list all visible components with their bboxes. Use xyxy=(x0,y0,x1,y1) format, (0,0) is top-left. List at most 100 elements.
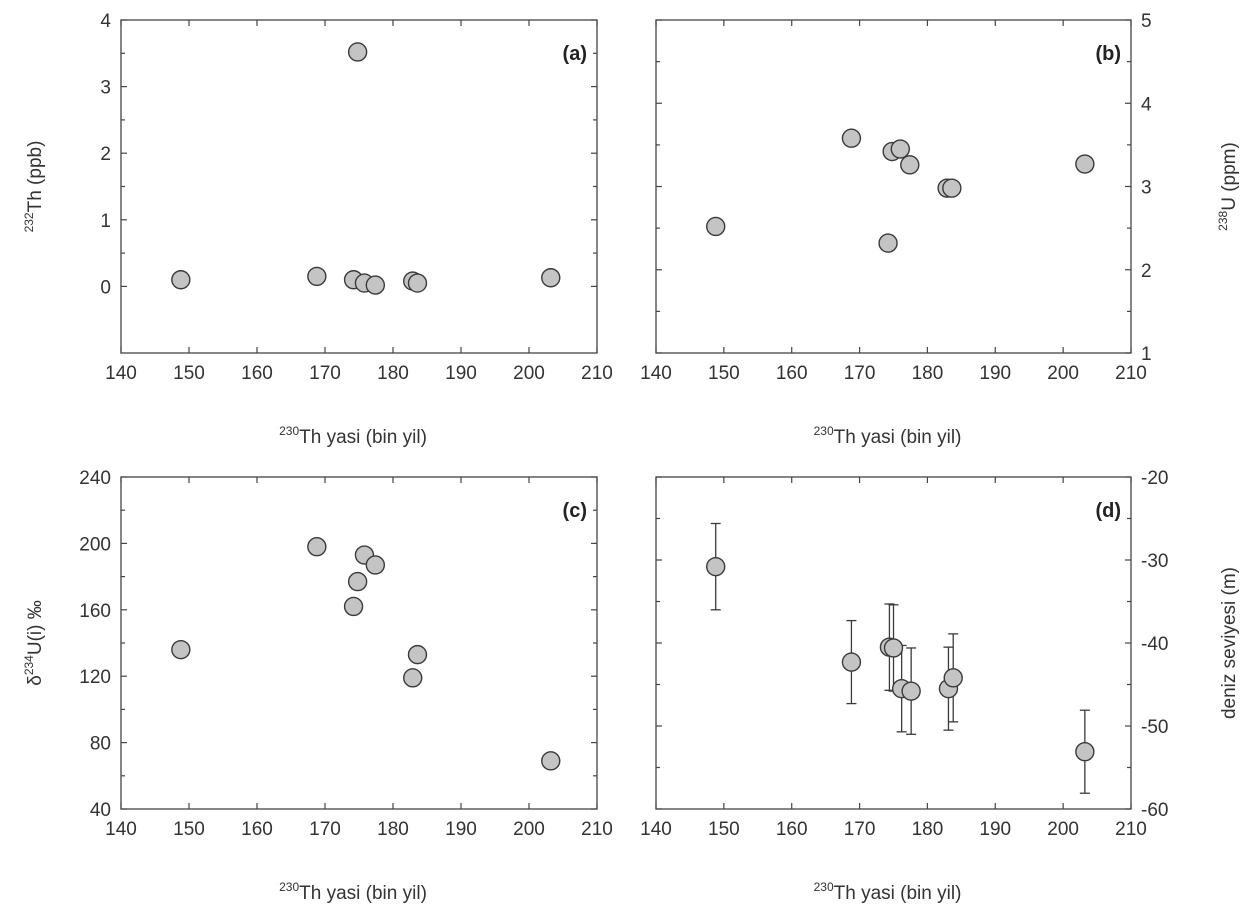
data-point xyxy=(343,596,364,617)
data-point xyxy=(171,270,191,290)
y-axis-label: 238U (ppm) xyxy=(1216,142,1240,231)
data-point xyxy=(883,638,904,658)
x-axis-label-sup: 230 xyxy=(814,880,834,894)
data-point xyxy=(841,652,862,672)
y-tick-label: 80 xyxy=(90,734,111,755)
x-tick-label: 200 xyxy=(1047,363,1079,384)
data-point xyxy=(706,216,726,237)
data-point xyxy=(943,668,963,688)
y-axis-label-sup: 234 xyxy=(22,655,36,675)
x-tick-label: 200 xyxy=(513,363,545,384)
data-point xyxy=(365,275,386,295)
y-tick-label: 1 xyxy=(1141,344,1152,365)
x-tick-label: 190 xyxy=(445,819,477,840)
panel-c: 140 150 160 170 180 190 200 210 40 80 120 160 200 240… xyxy=(22,468,613,904)
x-tick-label: 180 xyxy=(377,819,409,840)
y-tick-label: -60 xyxy=(1141,800,1168,821)
x-axis-label-main: Th yasi (bin yil) xyxy=(299,427,427,448)
x-tick-label: 190 xyxy=(979,819,1011,840)
y-tick-label: 3 xyxy=(100,78,111,99)
y-axis-label: deniz seviyesi (m) xyxy=(1219,567,1240,719)
x-axis-label-sup: 230 xyxy=(814,424,834,438)
x-tick-label: 150 xyxy=(708,363,740,384)
x-axis-label: 230Th yasi (bin yil) xyxy=(279,880,427,904)
x-tick-label: 160 xyxy=(241,363,273,384)
y-axis-label-main: deniz seviyesi (m) xyxy=(1219,567,1240,719)
y-axis-label-pre: δ xyxy=(25,675,46,686)
x-tick-label: 180 xyxy=(377,363,409,384)
x-tick-label: 170 xyxy=(309,819,341,840)
x-tick-label: 160 xyxy=(776,819,808,840)
x-tick-label: 140 xyxy=(640,363,672,384)
x-tick-label: 190 xyxy=(445,363,477,384)
x-tick-label: 160 xyxy=(776,363,808,384)
x-tick-label: 210 xyxy=(581,363,613,384)
y-tick-label: -30 xyxy=(1141,551,1168,572)
y-axis-label-sup: 238 xyxy=(1216,210,1230,230)
data-point xyxy=(841,128,862,148)
data-point xyxy=(171,639,191,660)
x-tick-label: 150 xyxy=(708,819,740,840)
x-tick-label: 200 xyxy=(513,819,545,840)
data-point xyxy=(878,233,898,253)
data-point xyxy=(942,178,962,198)
x-axis-label: 230Th yasi (bin yil) xyxy=(814,880,962,904)
x-tick-label: 140 xyxy=(105,363,137,384)
x-tick-label: 210 xyxy=(1115,363,1147,384)
x-tick-label: 210 xyxy=(1115,819,1147,840)
x-axis-label: 230Th yasi (bin yil) xyxy=(279,424,427,448)
x-tick-label: 180 xyxy=(912,363,944,384)
x-axis-label-main: Th yasi (bin yil) xyxy=(834,883,962,904)
y-tick-label: 120 xyxy=(79,667,111,688)
x-tick-label: 210 xyxy=(581,819,613,840)
panel-label: (c) xyxy=(563,500,587,522)
x-tick-label: 170 xyxy=(844,363,876,384)
y-tick-label: 4 xyxy=(1141,94,1152,115)
x-axis-label-main: Th yasi (bin yil) xyxy=(834,427,962,448)
x-axis-label: 230Th yasi (bin yil) xyxy=(814,424,962,448)
data-point xyxy=(900,155,920,175)
x-tick-label: 150 xyxy=(173,363,205,384)
plot-frame xyxy=(120,19,598,354)
plot-frame xyxy=(655,19,1132,354)
x-tick-label: 190 xyxy=(979,363,1011,384)
x-tick-label: 200 xyxy=(1047,819,1079,840)
x-axis-label-sup: 230 xyxy=(279,880,299,894)
data-point xyxy=(706,556,726,577)
panel-label: (a) xyxy=(563,43,587,65)
y-tick-label: 2 xyxy=(1141,261,1152,282)
data-point xyxy=(403,668,423,688)
panel-label: (b) xyxy=(1095,43,1121,65)
panel-d: 140 150 160 170 180 190 200 210-60 -50 -40 -30 -20 (… xyxy=(640,468,1240,904)
x-tick-label: 170 xyxy=(309,363,341,384)
y-tick-label: 4 xyxy=(100,11,111,32)
panel-label: (d) xyxy=(1095,500,1121,522)
data-point xyxy=(407,273,428,293)
data-point xyxy=(347,571,368,592)
x-axis-label-sup: 230 xyxy=(279,424,299,438)
panel-a: 140 150 160 170 180 190 200 210 0 1 2 3 4 (a) 230Th ya… xyxy=(22,11,613,448)
data-point xyxy=(307,266,327,287)
data-point xyxy=(365,555,386,575)
y-axis-label: δ234U(i) ‰ xyxy=(22,600,46,686)
y-tick-label: 200 xyxy=(79,534,111,555)
y-tick-label: 0 xyxy=(100,277,111,298)
x-tick-label: 140 xyxy=(640,819,672,840)
y-axis-label-main: U(i) ‰ xyxy=(25,600,46,655)
x-tick-label: 150 xyxy=(173,819,205,840)
y-tick-label: -40 xyxy=(1141,634,1168,655)
data-point xyxy=(890,139,910,159)
y-axis-label: 232Th (ppb) xyxy=(22,141,46,233)
data-point xyxy=(541,268,561,288)
x-tick-label: 140 xyxy=(105,819,137,840)
y-axis-label-main: Th (ppb) xyxy=(25,141,46,213)
plot-frame xyxy=(120,476,598,810)
y-tick-label: 2 xyxy=(100,144,111,165)
data-point xyxy=(307,537,327,557)
y-tick-label: 160 xyxy=(79,601,111,622)
y-tick-label: 1 xyxy=(100,211,111,232)
y-axis-label-main: U (ppm) xyxy=(1219,142,1240,211)
y-tick-label: 40 xyxy=(90,800,111,821)
